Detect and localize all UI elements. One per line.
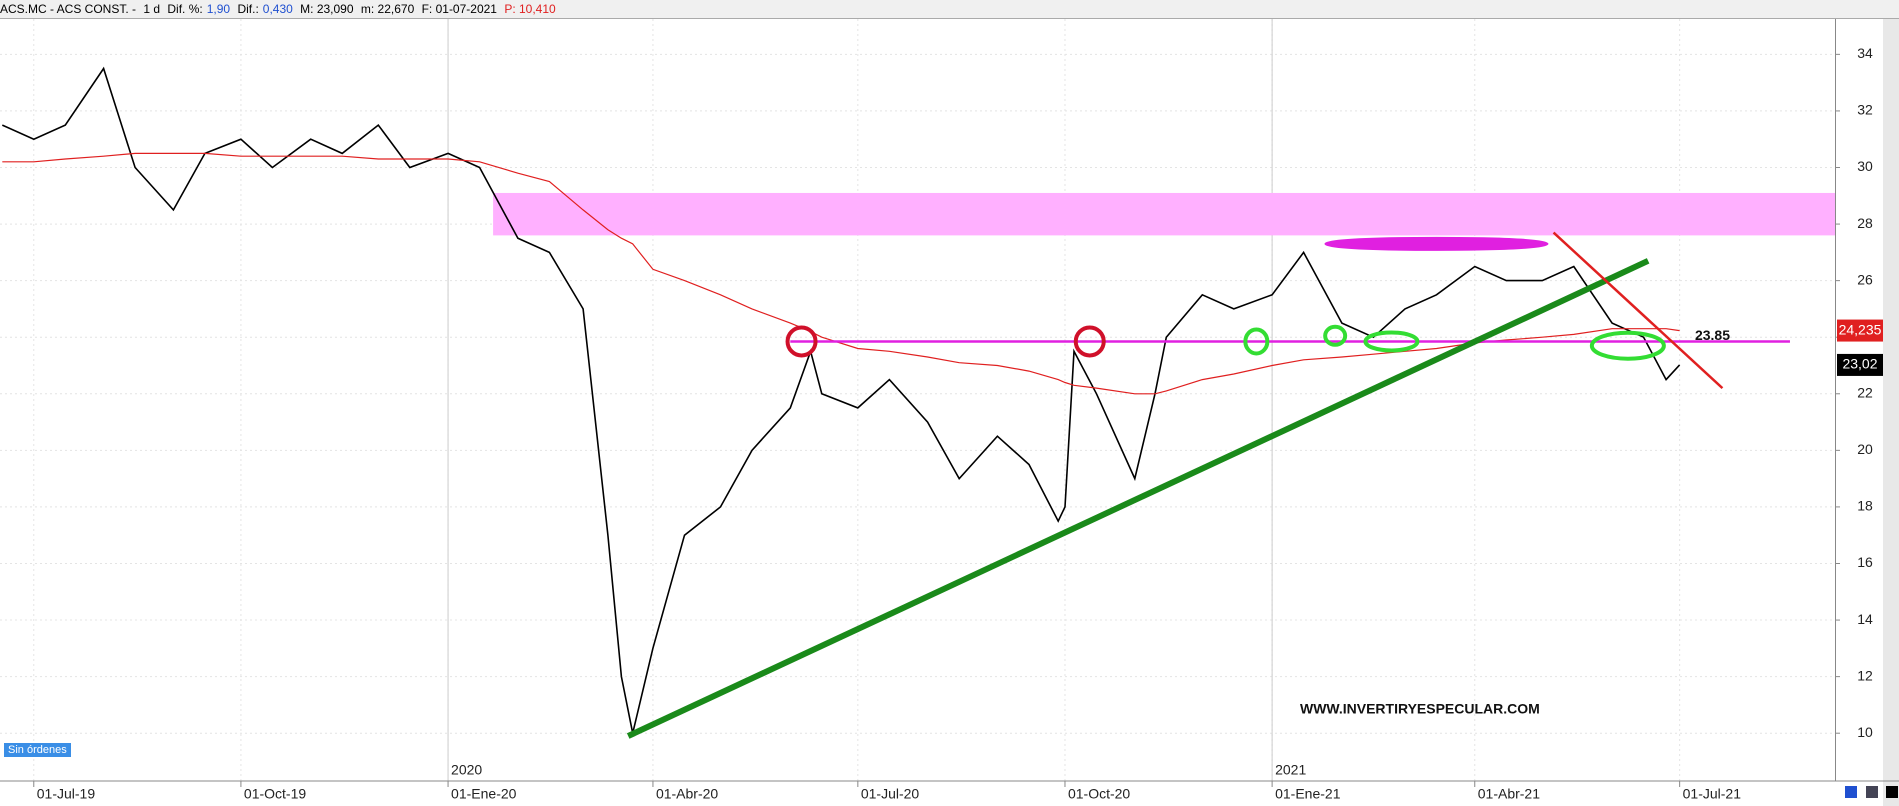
- y-tick-label: 12: [1857, 667, 1873, 683]
- ma-last-box: [1837, 319, 1883, 342]
- symbol: ACS.MC - ACS CONST. -: [0, 2, 137, 16]
- y-tick-label: 22: [1857, 384, 1873, 400]
- highlight: [1324, 236, 1549, 251]
- last-price-label: 23,02: [1842, 356, 1877, 372]
- max: M: 23,090: [300, 2, 354, 16]
- support-label: 23.85: [1695, 327, 1730, 343]
- dif-pct-label: Dif. %:: [167, 2, 203, 16]
- trend-line: [1552, 231, 1724, 390]
- x-tick-label: 01-Jul-19: [37, 786, 96, 802]
- save-icon[interactable]: [1845, 786, 1857, 798]
- x-tick-label: 01-Jul-20: [861, 786, 920, 802]
- watermark: WWW.INVERTIRYESPECULAR.COM: [1300, 701, 1540, 717]
- x-tick-label: 01-Ene-20: [451, 786, 517, 802]
- orders-button[interactable]: Sin órdenes: [4, 743, 71, 757]
- dif: 0,430: [262, 2, 293, 16]
- x-tick-label: 01-Oct-19: [244, 786, 306, 802]
- dif-label: Dif.:: [237, 2, 259, 16]
- x-tick-label: 01-Oct-20: [1068, 786, 1130, 802]
- y-tick-label: 16: [1857, 554, 1873, 570]
- y-tick-label: 14: [1857, 611, 1873, 627]
- y-tick-label: 30: [1857, 158, 1873, 174]
- y-tick-label: 20: [1857, 441, 1873, 457]
- highlight: [1243, 327, 1270, 356]
- trend-line: [626, 258, 1650, 739]
- dif-pct: 1,90: [206, 2, 231, 16]
- p-value: P: 10,410: [504, 2, 556, 16]
- plot-layer: [0, 19, 1835, 781]
- y-tick-label: 32: [1857, 102, 1873, 118]
- x-tick-label: 01-Abr-20: [656, 786, 718, 802]
- y-tick-label: 10: [1857, 724, 1873, 740]
- year-label: 2020: [451, 762, 482, 778]
- y-tick-label: 34: [1857, 45, 1873, 61]
- y-tick-label: 18: [1857, 498, 1873, 514]
- min: m: 22,670: [360, 2, 415, 16]
- x-tick-label: 01-Abr-21: [1478, 786, 1540, 802]
- highlight: [1589, 330, 1666, 361]
- settings-icon[interactable]: [1866, 786, 1878, 798]
- highlight: [1323, 324, 1348, 347]
- y-tick-label: 28: [1857, 215, 1873, 231]
- info-bar: ACS.MC - ACS CONST. - 1 d Dif. %: 1,90 Di…: [0, 0, 1899, 19]
- date: F: 01-07-2021: [421, 2, 497, 16]
- x-tick-label: 01-Jul-21: [1683, 786, 1742, 802]
- moving-average: [2, 152, 1680, 395]
- last-price-box: [1837, 353, 1883, 376]
- ma-last-label: 24,235: [1839, 321, 1882, 337]
- highlight: [1363, 330, 1420, 353]
- highlight: [785, 325, 818, 358]
- highlight: [1073, 325, 1106, 358]
- year-label: 2021: [1275, 762, 1306, 778]
- panel-icon[interactable]: [1886, 786, 1898, 798]
- y-tick-label: 26: [1857, 271, 1873, 287]
- period: 1 d: [143, 2, 161, 16]
- scrollbar: [1883, 19, 1899, 806]
- resistance-zone: [493, 192, 1835, 236]
- price-line: [1, 66, 1681, 734]
- axis-border: [1835, 19, 1836, 781]
- x-tick-label: 01-Ene-21: [1275, 786, 1341, 802]
